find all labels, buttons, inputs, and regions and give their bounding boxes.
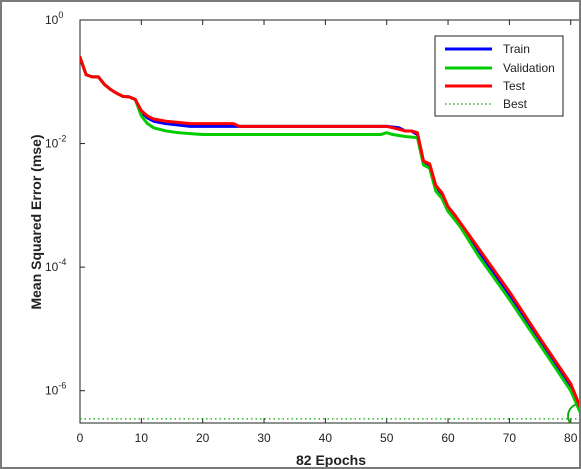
series-line-test <box>80 55 579 409</box>
x-tick-label-7: 70 <box>503 431 517 445</box>
x-tick-label-2: 20 <box>196 431 210 445</box>
legend-label-best: Best <box>503 97 528 111</box>
y-axis-label: Mean Squared Error (mse) <box>28 134 44 309</box>
legend-label-validation: Validation <box>503 61 555 75</box>
x-axis-label: 82 Epochs <box>296 452 366 468</box>
y-tick-label-3: 10-6 <box>45 381 66 398</box>
legend: Train Validation Test Best <box>434 35 564 117</box>
best-indicator <box>80 403 579 423</box>
x-tick-label-3: 30 <box>257 431 271 445</box>
x-tick-label-0: 0 <box>77 431 84 445</box>
y-tick-label-1: 10-2 <box>45 134 66 151</box>
best-point-marker <box>567 403 579 423</box>
axis-ticks: 0 10 20 30 40 50 60 70 80 100 10-2 10-4 10-6 <box>45 10 578 445</box>
x-tick-label-1: 10 <box>135 431 149 445</box>
y-tick-label-2: 10-4 <box>45 257 66 274</box>
series-lines <box>80 55 579 414</box>
legend-label-test: Test <box>503 79 526 93</box>
x-tick-label-8: 80 <box>564 431 578 445</box>
x-tick-label-6: 60 <box>441 431 455 445</box>
legend-label-train: Train <box>503 42 530 56</box>
y-tick-label-0: 100 <box>45 10 63 27</box>
x-tick-label-4: 40 <box>319 431 333 445</box>
x-tick-label-5: 50 <box>380 431 394 445</box>
